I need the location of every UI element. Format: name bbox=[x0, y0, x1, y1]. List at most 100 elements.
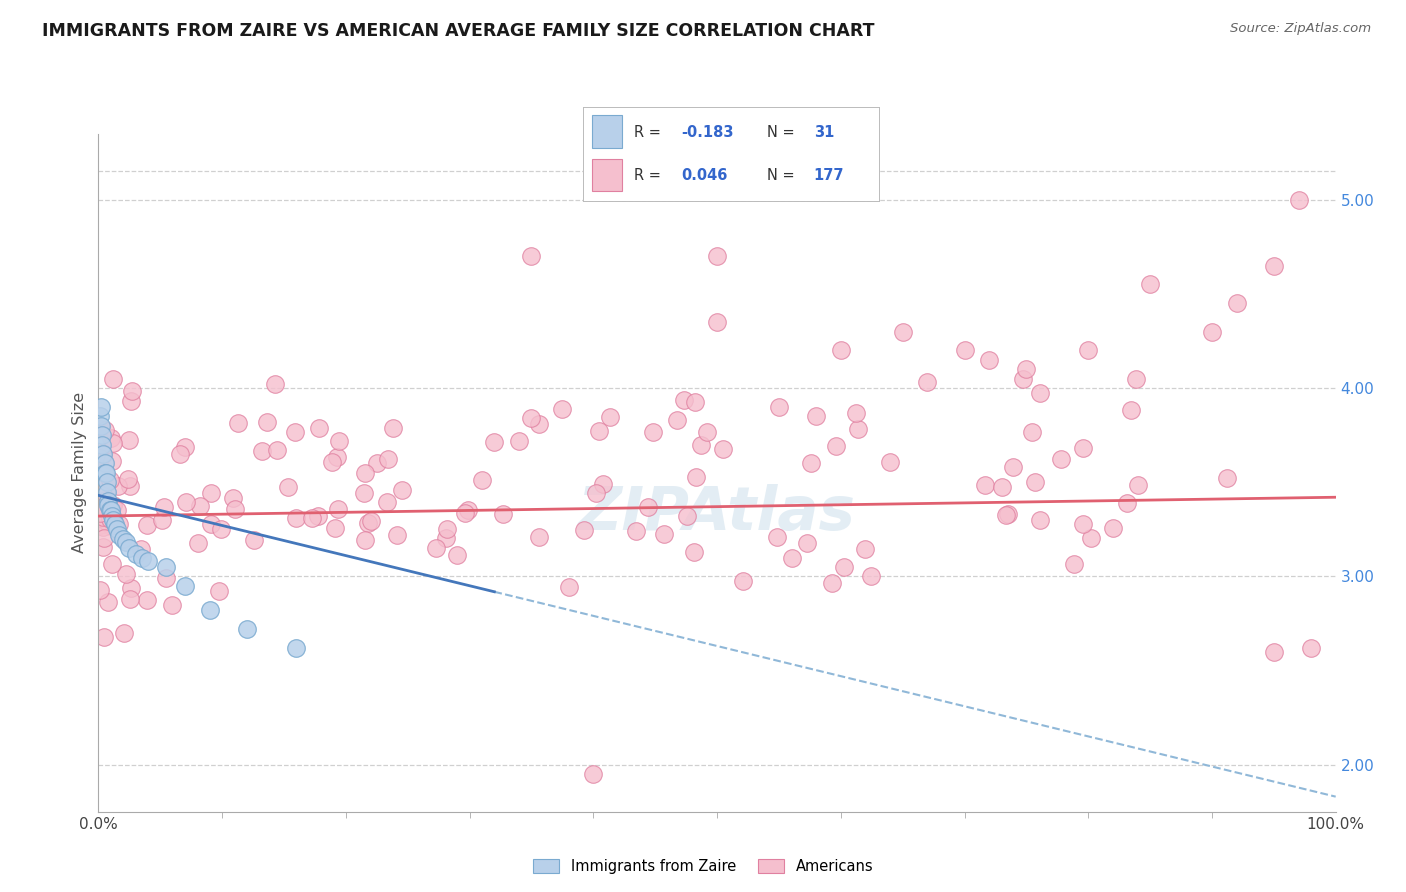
Point bbox=[551, 401, 574, 416]
Point bbox=[796, 535, 818, 549]
Point bbox=[101, 509, 124, 524]
Point bbox=[89, 409, 111, 424]
Point bbox=[94, 492, 117, 507]
Point bbox=[222, 491, 245, 505]
Point bbox=[155, 560, 177, 574]
Point bbox=[482, 435, 505, 450]
Point bbox=[321, 455, 343, 469]
Point bbox=[845, 406, 868, 420]
Point bbox=[1071, 441, 1094, 455]
Point bbox=[89, 518, 111, 533]
Point bbox=[136, 554, 159, 568]
Point bbox=[682, 545, 704, 559]
Point bbox=[529, 417, 551, 432]
Point bbox=[328, 434, 350, 448]
Point bbox=[105, 522, 128, 536]
Point bbox=[91, 519, 114, 533]
Point bbox=[90, 400, 112, 414]
Text: N =: N = bbox=[766, 125, 794, 140]
Point bbox=[103, 517, 125, 532]
Point bbox=[120, 581, 142, 595]
Point bbox=[994, 508, 1017, 522]
Point bbox=[277, 480, 299, 494]
Point bbox=[91, 437, 114, 451]
Point bbox=[457, 503, 479, 517]
Point bbox=[308, 421, 330, 435]
Point bbox=[454, 506, 477, 520]
Point bbox=[592, 476, 614, 491]
Point bbox=[96, 475, 118, 490]
Text: R =: R = bbox=[634, 125, 661, 140]
Bar bbox=[592, 115, 621, 148]
Point bbox=[582, 767, 605, 781]
Point bbox=[520, 411, 543, 425]
Point bbox=[588, 424, 610, 438]
Point bbox=[1102, 521, 1125, 535]
Point bbox=[100, 431, 122, 445]
Point bbox=[250, 444, 273, 458]
Point bbox=[830, 343, 852, 358]
Point bbox=[121, 384, 143, 398]
Point bbox=[436, 522, 458, 536]
Point bbox=[665, 413, 688, 427]
Point bbox=[118, 592, 141, 607]
Point bbox=[377, 452, 399, 467]
Point bbox=[89, 480, 111, 494]
Point bbox=[89, 506, 111, 520]
Point bbox=[94, 466, 117, 480]
Point bbox=[1226, 296, 1249, 310]
Point bbox=[1201, 325, 1223, 339]
Point bbox=[174, 440, 197, 454]
Point bbox=[114, 567, 136, 582]
Point bbox=[683, 394, 706, 409]
Point bbox=[285, 640, 308, 655]
Point bbox=[101, 498, 124, 512]
Point bbox=[112, 626, 135, 640]
Point bbox=[256, 415, 278, 429]
Bar bbox=[592, 159, 621, 191]
Point bbox=[174, 579, 197, 593]
Point bbox=[153, 500, 176, 515]
Point bbox=[1119, 402, 1142, 417]
Point bbox=[94, 423, 117, 437]
Point bbox=[599, 410, 621, 425]
Point bbox=[118, 479, 141, 493]
Point bbox=[91, 428, 114, 442]
Point bbox=[1029, 386, 1052, 401]
Point bbox=[821, 575, 844, 590]
Point bbox=[356, 516, 378, 530]
Point bbox=[120, 394, 142, 409]
Point bbox=[492, 507, 515, 521]
Point bbox=[375, 495, 398, 509]
Point bbox=[96, 484, 118, 499]
Text: R =: R = bbox=[634, 168, 661, 183]
Point bbox=[1299, 640, 1322, 655]
Point bbox=[637, 500, 659, 514]
Point bbox=[97, 595, 120, 609]
Point bbox=[832, 560, 855, 574]
Text: ZIPAtlas: ZIPAtlas bbox=[578, 484, 856, 543]
Point bbox=[89, 511, 111, 525]
Point bbox=[117, 472, 139, 486]
Point bbox=[90, 450, 112, 465]
Point bbox=[226, 417, 249, 431]
Point bbox=[1288, 193, 1310, 207]
Point bbox=[118, 541, 141, 555]
Point bbox=[381, 421, 404, 435]
Point bbox=[675, 508, 697, 523]
Point bbox=[152, 513, 174, 527]
Point bbox=[768, 400, 790, 414]
Point bbox=[90, 446, 112, 460]
Point bbox=[97, 494, 120, 508]
Text: -0.183: -0.183 bbox=[681, 125, 734, 140]
Point bbox=[209, 523, 232, 537]
Point bbox=[98, 473, 121, 487]
Text: Source: ZipAtlas.com: Source: ZipAtlas.com bbox=[1230, 22, 1371, 36]
Point bbox=[690, 438, 713, 452]
Point bbox=[307, 508, 329, 523]
Point bbox=[105, 503, 128, 517]
Point bbox=[93, 466, 115, 480]
Point bbox=[1012, 371, 1035, 385]
Point bbox=[188, 499, 211, 513]
Point bbox=[207, 584, 229, 599]
